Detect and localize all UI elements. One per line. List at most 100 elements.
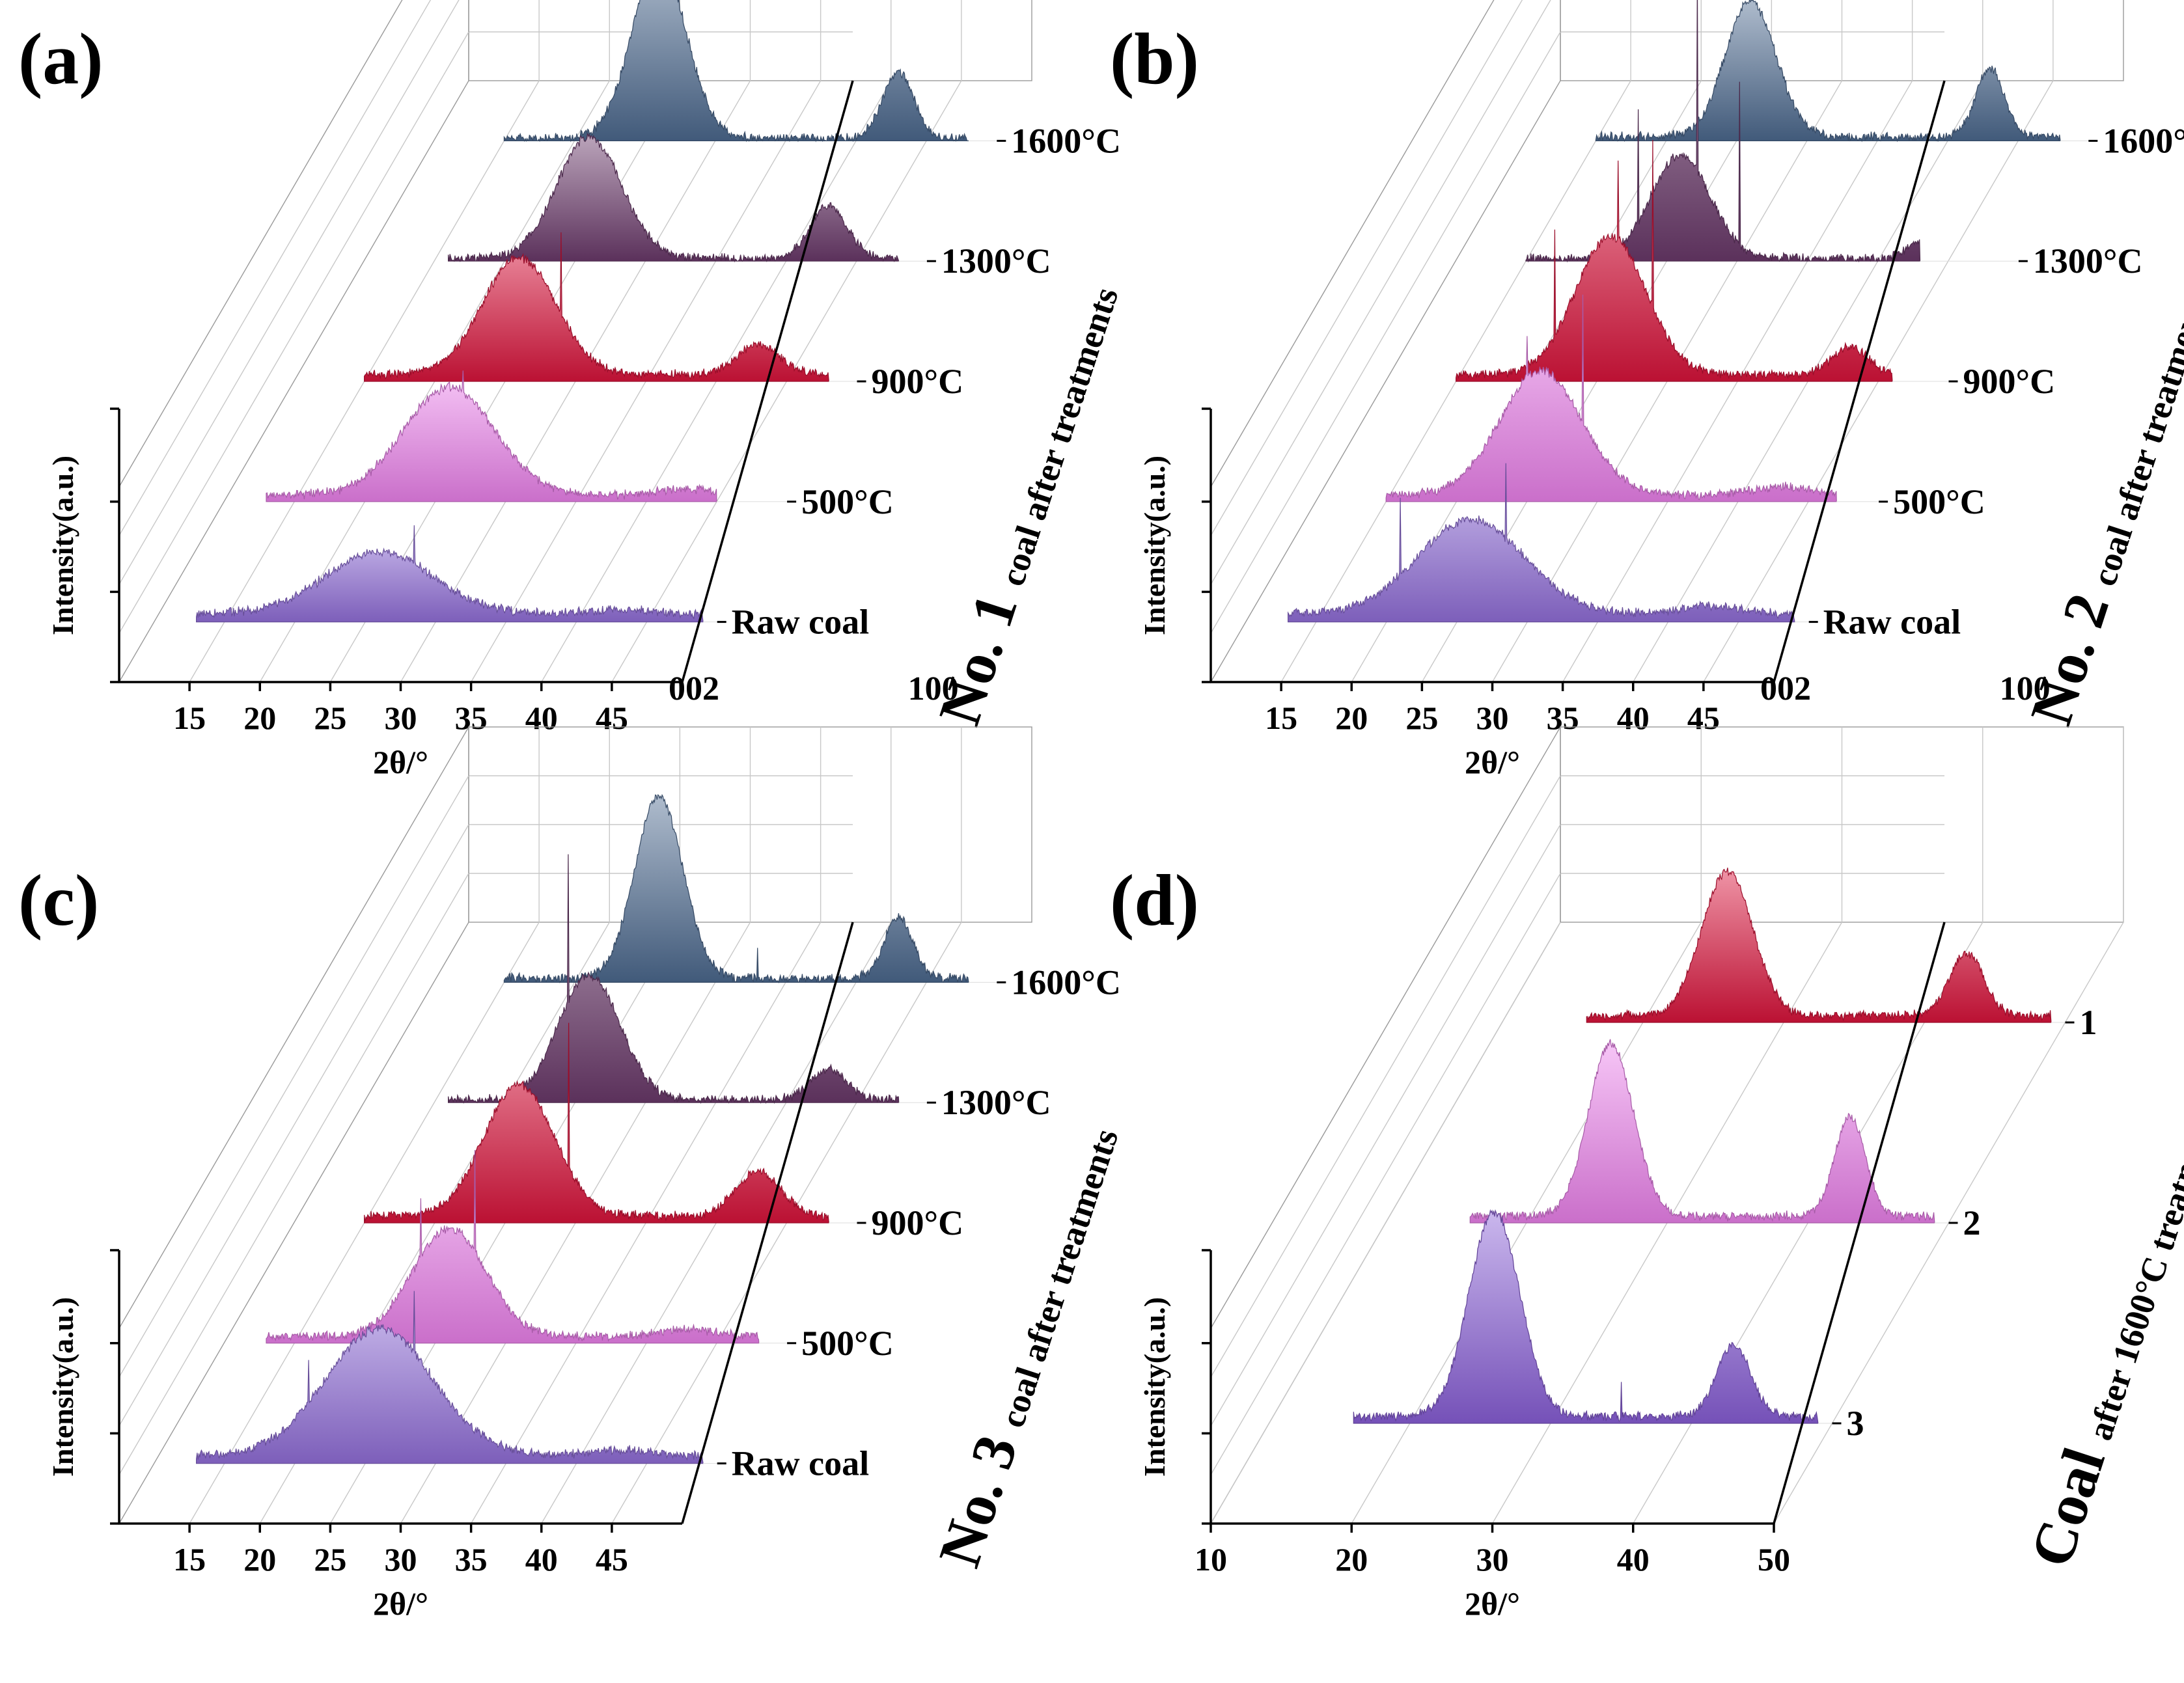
depth-label: 1600°C <box>1011 963 1121 1002</box>
y-axis-title: Intensity(a.u.) <box>1138 456 1171 635</box>
depth-title-sub: after 1600°C treatment <box>2080 1103 2184 1445</box>
depth-axis-title: No. 2 coal after treatments <box>2017 276 2184 733</box>
left-wall-hgrid <box>1210 0 1551 585</box>
panel-letter: (b) <box>1110 19 1199 100</box>
panel-a: 1600°C 1300°C 900°C 500°C Raw coal 15 20 25 30 35… <box>0 0 1126 841</box>
x-tick-label: 25 <box>1405 700 1438 736</box>
panel-letter: (d) <box>1110 860 1199 941</box>
series-area-1 <box>1586 868 2052 1023</box>
xrd-chart-3: 1 2 3 10 20 30 40 50 2θ/° Intensity(a.u.) (d) 002 10… <box>1110 670 2184 1622</box>
x-tick-label: 45 <box>1687 700 1720 736</box>
x-tick-label: 40 <box>1617 1541 1650 1578</box>
box-grid <box>1210 725 2124 1526</box>
depth-label: 1600°C <box>1011 121 1121 160</box>
y-axis-title: Intensity(a.u.) <box>46 456 79 635</box>
depth-label: 500°C <box>801 1324 894 1363</box>
depth-label: 1300°C <box>941 241 1051 280</box>
depth-axis-title: Coal after 1600°C treatment <box>2017 1096 2184 1574</box>
panel-letter: (c) <box>18 860 99 941</box>
left-wall-hgrid <box>118 31 469 634</box>
series-area-1600c <box>503 794 969 984</box>
x-tick-label: 20 <box>1335 1541 1368 1578</box>
x-tick-label: 30 <box>385 1541 417 1578</box>
depth-axis-line <box>1773 80 1946 683</box>
depth-axis-line <box>681 80 854 683</box>
depth-title-main: No. 2 <box>2017 571 2126 733</box>
series-area-rawcoal <box>196 1291 704 1464</box>
depth-label: 500°C <box>801 482 894 521</box>
x-axis-title: 2θ/° <box>373 1585 428 1622</box>
y-axis-title: Intensity(a.u.) <box>1138 1297 1171 1477</box>
series-area-3 <box>1353 1209 1819 1424</box>
x-tick-label: 25 <box>314 700 346 736</box>
x-tick-label: 20 <box>243 700 276 736</box>
x-tick-label: 40 <box>525 700 558 736</box>
depth-label: 1600°C <box>2103 121 2184 160</box>
left-wall-hgrid <box>1210 824 1561 1427</box>
x-tick-label: 25 <box>314 1541 346 1578</box>
depth-label: Raw coal <box>1823 603 1961 642</box>
x-tick-label: 35 <box>1547 700 1579 736</box>
xrd-chart-2: 1600°C 1300°C 900°C 500°C Raw coal 15 20 25 30 35… <box>18 670 1126 1622</box>
x-tick-label: 15 <box>173 700 206 736</box>
depth-label: 2 <box>1963 1203 1981 1242</box>
panel-c: 1600°C 1300°C 900°C 500°C Raw coal 15 20 25 30 35… <box>0 670 1126 1683</box>
x-tick-label: 40 <box>525 1541 558 1578</box>
x-tick-label: 40 <box>1617 700 1650 736</box>
x-tick-label: 15 <box>1265 700 1297 736</box>
x-tick-label: 35 <box>455 700 488 736</box>
left-wall-hgrid <box>118 824 469 1427</box>
front-axes <box>110 922 854 1533</box>
floor-grid <box>1210 922 1561 1524</box>
series-area-2 <box>1469 1039 1935 1224</box>
x-tick-label: 30 <box>385 700 417 736</box>
depth-label: 1 <box>2080 1003 2097 1042</box>
depth-title-sub: coal after treatments <box>2084 282 2184 590</box>
series-area-500c <box>1385 294 1837 502</box>
depth-label: 900°C <box>872 1203 964 1242</box>
series-area-500c <box>266 370 717 502</box>
x-tick-label: 10 <box>1195 1541 1227 1578</box>
left-wall-hgrid <box>118 775 469 1378</box>
x-axis-title: 2θ/° <box>1465 744 1520 780</box>
depth-axis-line <box>1773 922 1946 1524</box>
series-area-500c <box>266 1149 760 1344</box>
x-axis-title: 2θ/° <box>373 744 428 780</box>
left-wall-hgrid <box>1210 31 1561 634</box>
box-grid <box>118 725 1032 1526</box>
peak-label: 100 <box>908 670 959 707</box>
series-area-900c <box>363 1022 829 1224</box>
x-tick-label: 35 <box>455 1541 488 1578</box>
xrd-chart-1: 1600°C 1300°C 900°C 500°C Raw coal 15 20 25 30 35… <box>1110 0 2184 780</box>
series-area-1600c <box>1595 0 2061 143</box>
panel-d: 1 2 3 10 20 30 40 50 2θ/° Intensity(a.u.) (d) 002 10… <box>1092 670 2184 1683</box>
x-tick-label: 45 <box>596 1541 628 1578</box>
depth-label: Raw coal <box>732 1444 869 1483</box>
depth-title-main: Coal <box>2017 1426 2122 1574</box>
x-tick-label: 20 <box>243 1541 276 1578</box>
peak-label: 002 <box>1760 670 1811 707</box>
depth-title-main: No. 1 <box>926 571 1034 733</box>
peak-label: 002 <box>669 670 719 707</box>
depth-label: 500°C <box>1893 482 1985 521</box>
x-axis-title: 2θ/° <box>1465 1585 1520 1622</box>
series-area-900c <box>363 232 829 382</box>
panel-letter: (a) <box>18 19 104 100</box>
left-wall-hgrid <box>118 0 460 585</box>
series-area-rawcoal <box>196 525 704 623</box>
x-tick-label: 20 <box>1335 700 1368 736</box>
x-tick-label: 15 <box>173 1541 206 1578</box>
y-axis-title: Intensity(a.u.) <box>46 1297 79 1477</box>
left-wall-hgrid <box>118 0 432 536</box>
left-wall-hgrid <box>1210 775 1561 1378</box>
depth-title-main: No. 3 <box>926 1413 1034 1574</box>
front-axes <box>1202 922 1946 1533</box>
depth-label: 1300°C <box>2033 241 2143 280</box>
left-wall-hgrid <box>1210 0 1523 536</box>
series-area-rawcoal <box>1288 463 1795 623</box>
x-tick-label: 30 <box>1476 700 1509 736</box>
depth-label: Raw coal <box>732 603 869 642</box>
depth-label: 1300°C <box>941 1083 1051 1122</box>
x-tick-label: 50 <box>1758 1541 1790 1578</box>
